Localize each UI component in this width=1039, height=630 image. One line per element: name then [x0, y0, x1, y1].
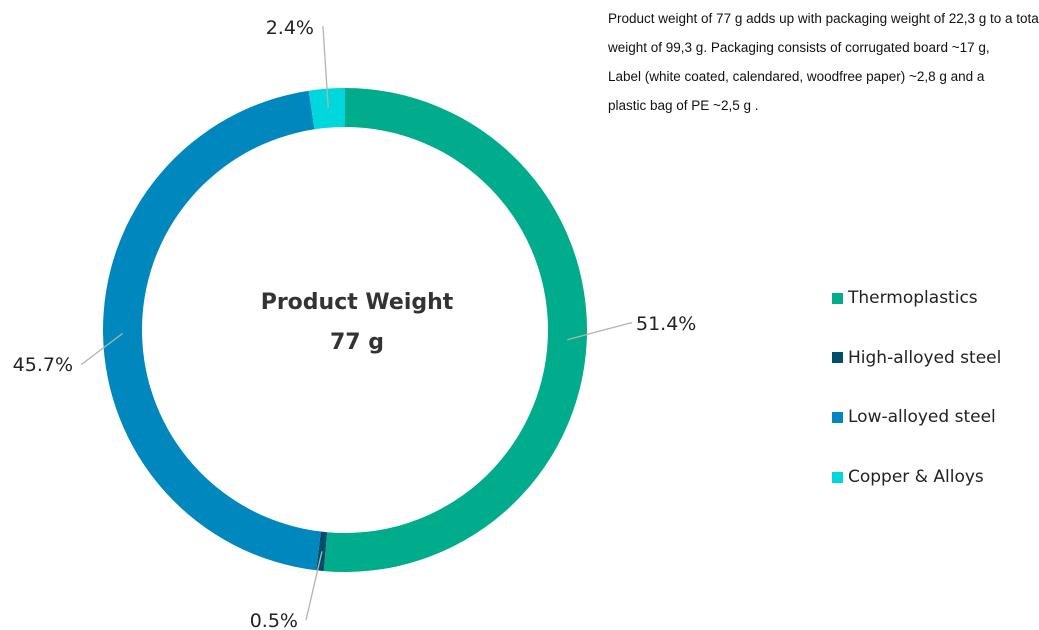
data-label-high-alloyed-steel: 0.5% [250, 610, 298, 630]
legend-label: Thermoplastics [848, 288, 978, 308]
legend-swatch [832, 292, 843, 304]
data-label-low-alloyed-steel: 45.7% [13, 354, 73, 376]
chart-legend: Thermoplastics High-alloyed steel Low-al… [832, 285, 1039, 524]
data-label-thermoplastics: 51.4% [636, 313, 696, 335]
legend-swatch [832, 411, 843, 423]
percentage-labels: 51.4% 0.5% 45.7% 2.4% [13, 17, 697, 630]
leader-line-high-alloyed-steel [305, 551, 323, 621]
slice-copper-alloys [308, 88, 345, 130]
leader-line-low-alloyed-steel [81, 332, 123, 365]
legend-label: Low-alloyed steel [848, 407, 996, 428]
note-line: plastic bag of PE ~2,5 g . [608, 98, 759, 113]
legend-swatch [832, 471, 843, 483]
packaging-note: Product weight of 77 g adds up with pack… [608, 4, 1039, 130]
donut-slices [103, 88, 588, 573]
note-line: Label (white coated, calendared, woodfre… [608, 69, 985, 84]
legend-item-low-alloyed-steel: Low-alloyed steel [832, 404, 1039, 430]
legend-swatch [832, 352, 843, 364]
leader-line-copper-alloys [322, 26, 329, 109]
slice-low-alloyed-steel [103, 90, 321, 571]
legend-item-high-alloyed-steel: High-alloyed steel [832, 345, 1039, 371]
center-title: Product Weight [261, 290, 454, 315]
leader-line-thermoplastics [567, 322, 632, 341]
data-label-copper-alloys: 2.4% [266, 17, 314, 39]
legend-label: High-alloyed steel [848, 347, 1002, 368]
legend-label: Copper & Alloys [848, 467, 984, 488]
note-line: weight of 99,3 g. Packaging consists of … [608, 40, 990, 55]
slice-thermoplastics [323, 88, 588, 573]
legend-item-copper-alloys: Copper & Alloys [832, 464, 1039, 490]
leader-lines [81, 26, 632, 621]
note-line: Product weight of 77 g adds up with pack… [608, 11, 1039, 26]
center-value: 77 g [330, 330, 384, 355]
legend-item-thermoplastics: Thermoplastics [832, 285, 1039, 311]
